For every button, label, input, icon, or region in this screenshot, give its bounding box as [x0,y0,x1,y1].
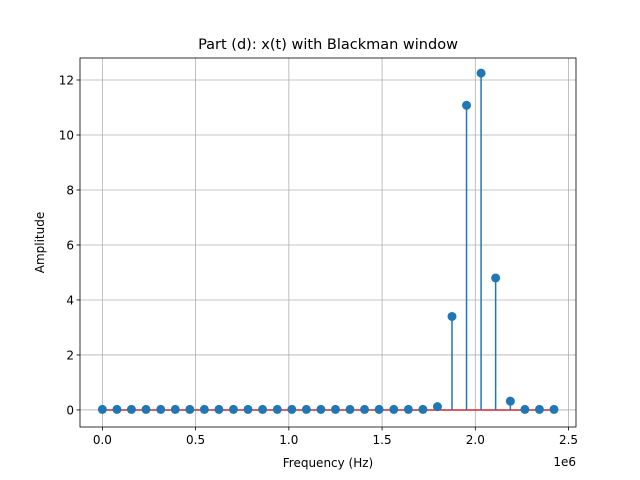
stem-marker [520,404,530,414]
stem [505,396,515,410]
y-tick-label: 6 [66,238,74,252]
stem [112,404,122,414]
stem-marker [228,404,238,414]
y-tick-label: 4 [66,293,74,307]
stem-marker [199,404,209,414]
stem-marker [272,404,282,414]
stem [389,404,399,414]
stem [476,68,486,410]
stem-marker [287,404,297,414]
stem-marker [185,404,195,414]
stem [549,404,559,414]
stem-marker [549,404,559,414]
stem-marker [505,396,515,406]
stem [126,404,136,414]
stem-marker [112,404,122,414]
stem [520,404,530,414]
stem-marker [330,404,340,414]
stem-marker [97,404,107,414]
stem [491,273,501,410]
y-tick-label: 10 [59,128,74,142]
stem-marker [214,404,224,414]
y-tick-label: 8 [66,183,74,197]
stem-marker [491,273,501,283]
stem-marker [432,402,442,412]
y-axis-ticks: 0 2 4 6 8 10 12 [59,73,80,417]
y-tick-label: 2 [66,348,74,362]
stem-marker [126,404,136,414]
stem [97,404,107,414]
x-axis-offset-label: 1e6 [553,455,576,469]
stem-marker [258,404,268,414]
stem-marker [418,404,428,414]
stem-marker [243,404,253,414]
stem [374,404,384,414]
stem-marker [170,404,180,414]
stem-marker [301,404,311,414]
x-tick-label: 1.5 [373,433,392,447]
plot-area-frame [79,57,577,428]
stem-marker [534,404,544,414]
stem [301,404,311,414]
stem [199,404,209,414]
stem [462,100,472,410]
stem [287,404,297,414]
grid-lines [80,58,576,427]
x-tick-label: 0.0 [93,433,112,447]
y-tick-label: 12 [59,73,74,87]
y-axis-label: Amplitude [33,212,47,274]
stem [360,404,370,414]
stem [156,404,166,414]
stem [403,404,413,414]
stem [330,404,340,414]
stem-series [97,68,559,414]
stem [243,404,253,414]
stem-marker [360,404,370,414]
stem-marker [156,404,166,414]
y-tick-label: 0 [66,403,74,417]
x-tick-label: 1.0 [279,433,298,447]
stem-marker [447,311,457,321]
stem [272,404,282,414]
chart-title: Part (d): x(t) with Blackman window [198,37,458,53]
x-axis-label: Frequency (Hz) [283,456,374,470]
stem [345,404,355,414]
stem [447,311,457,410]
stem-marker [476,68,486,78]
x-axis-ticks: 0.0 0.5 1.0 1.5 2.0 2.5 [93,427,578,447]
stem [214,404,224,414]
stem [228,404,238,414]
stem-marker [389,404,399,414]
x-tick-label: 2.5 [559,433,578,447]
stem [185,404,195,414]
stem-marker [403,404,413,414]
stem [141,404,151,414]
stem [534,404,544,414]
stem [432,402,442,412]
stem [418,404,428,414]
stem [316,404,326,414]
x-tick-label: 2.0 [466,433,485,447]
stem-marker [345,404,355,414]
stem-marker [462,100,472,110]
stem-marker [374,404,384,414]
stem [170,404,180,414]
x-tick-label: 0.5 [186,433,205,447]
stem-marker [316,404,326,414]
stem-marker [141,404,151,414]
stem [258,404,268,414]
